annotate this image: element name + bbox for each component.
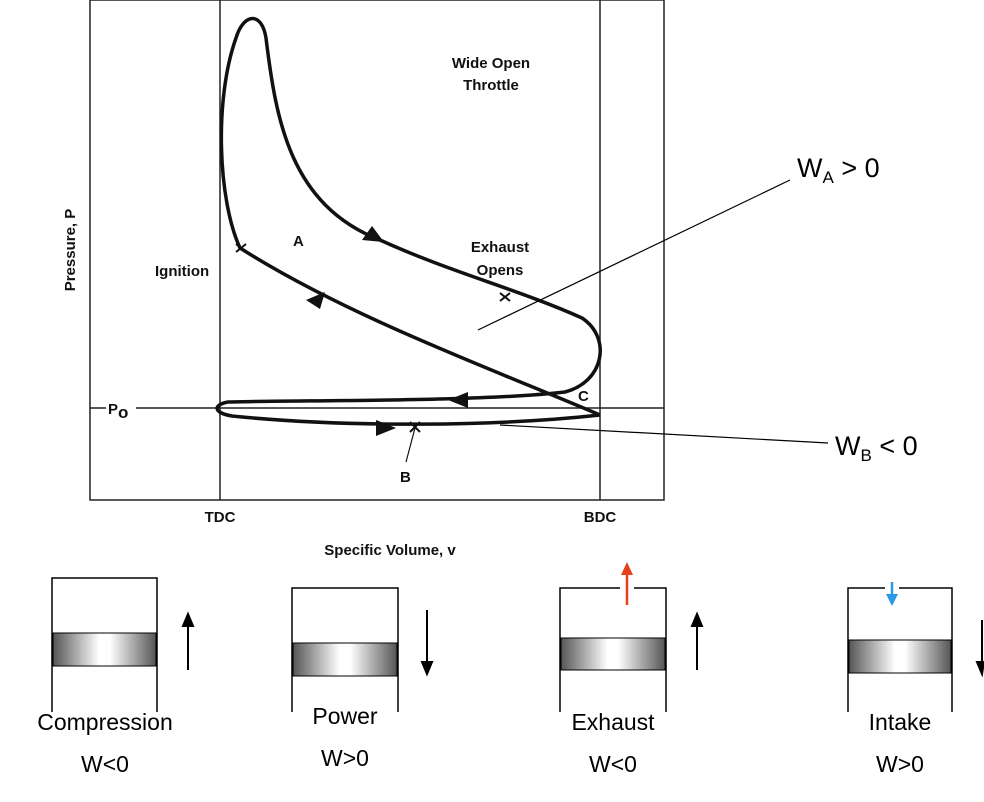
cycle-curve: [215, 16, 602, 426]
wb-main: W: [835, 431, 861, 461]
motion-arrow: [181, 610, 984, 678]
wa-label: WA > 0: [797, 153, 880, 187]
wb-label: WB < 0: [835, 431, 918, 465]
exhaust-opens-label: Exhaust: [471, 239, 529, 256]
stroke-work: W>0: [321, 745, 369, 771]
stroke-work: W<0: [81, 751, 129, 777]
wa-sub: A: [822, 168, 834, 187]
stroke-name: Compression: [37, 709, 173, 735]
stroke-name: Intake: [869, 709, 932, 735]
wb-rest: < 0: [872, 431, 918, 461]
leader-line: [499, 424, 829, 444]
stroke-name: Power: [312, 703, 378, 729]
p0-main: P: [108, 401, 118, 418]
wb-sub: B: [860, 446, 871, 465]
valve-arrow: [621, 562, 898, 606]
stroke-work: W>0: [876, 751, 924, 777]
stroke-work: W<0: [589, 751, 637, 777]
throttle-label: Throttle: [463, 77, 519, 94]
tdc-label: TDC: [205, 509, 236, 526]
region-label: A: [293, 233, 304, 250]
ignition-label: Ignition: [155, 263, 209, 280]
cylinder: [51, 577, 953, 712]
x-axis-label: Specific Volume, v: [324, 542, 456, 559]
p0-sub: o: [118, 403, 128, 422]
piston: [52, 632, 952, 677]
stroke-name: Exhaust: [571, 709, 655, 735]
plot-frame: [89, 0, 665, 501]
direction-arrows: [306, 226, 468, 436]
leader-line: [477, 179, 791, 331]
stroke-labels: Compression W<0 Power W>0 Exhaust W<0 Intake W>…: [37, 703, 931, 777]
p0-label: Po: [108, 401, 128, 422]
point-marks: [235, 243, 511, 463]
wa-rest: > 0: [834, 153, 880, 183]
point-label: B: [400, 469, 411, 486]
y-axis-label: Pressure, P: [62, 209, 79, 292]
bdc-label: BDC: [584, 509, 617, 526]
wa-main: W: [797, 153, 823, 183]
exhaust-opens-label: Opens: [477, 262, 524, 279]
point-label: C: [578, 388, 589, 405]
throttle-label: Wide Open: [452, 55, 530, 72]
